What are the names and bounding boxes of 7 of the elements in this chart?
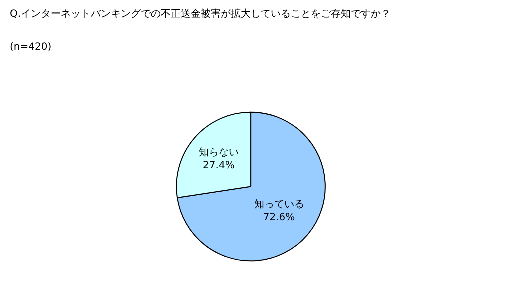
- slice-label: 知っている: [254, 198, 304, 211]
- data-label: 27.4%: [203, 160, 235, 172]
- chart-title: Q.インターネットバンキングでの不正送金被害が拡大していることをご存知ですか？: [10, 8, 392, 20]
- text: (n=420): [10, 42, 52, 53]
- data-label: 72.6%: [263, 212, 296, 224]
- pie-slice: [176, 112, 326, 262]
- slice-label: 知らない: [198, 146, 239, 159]
